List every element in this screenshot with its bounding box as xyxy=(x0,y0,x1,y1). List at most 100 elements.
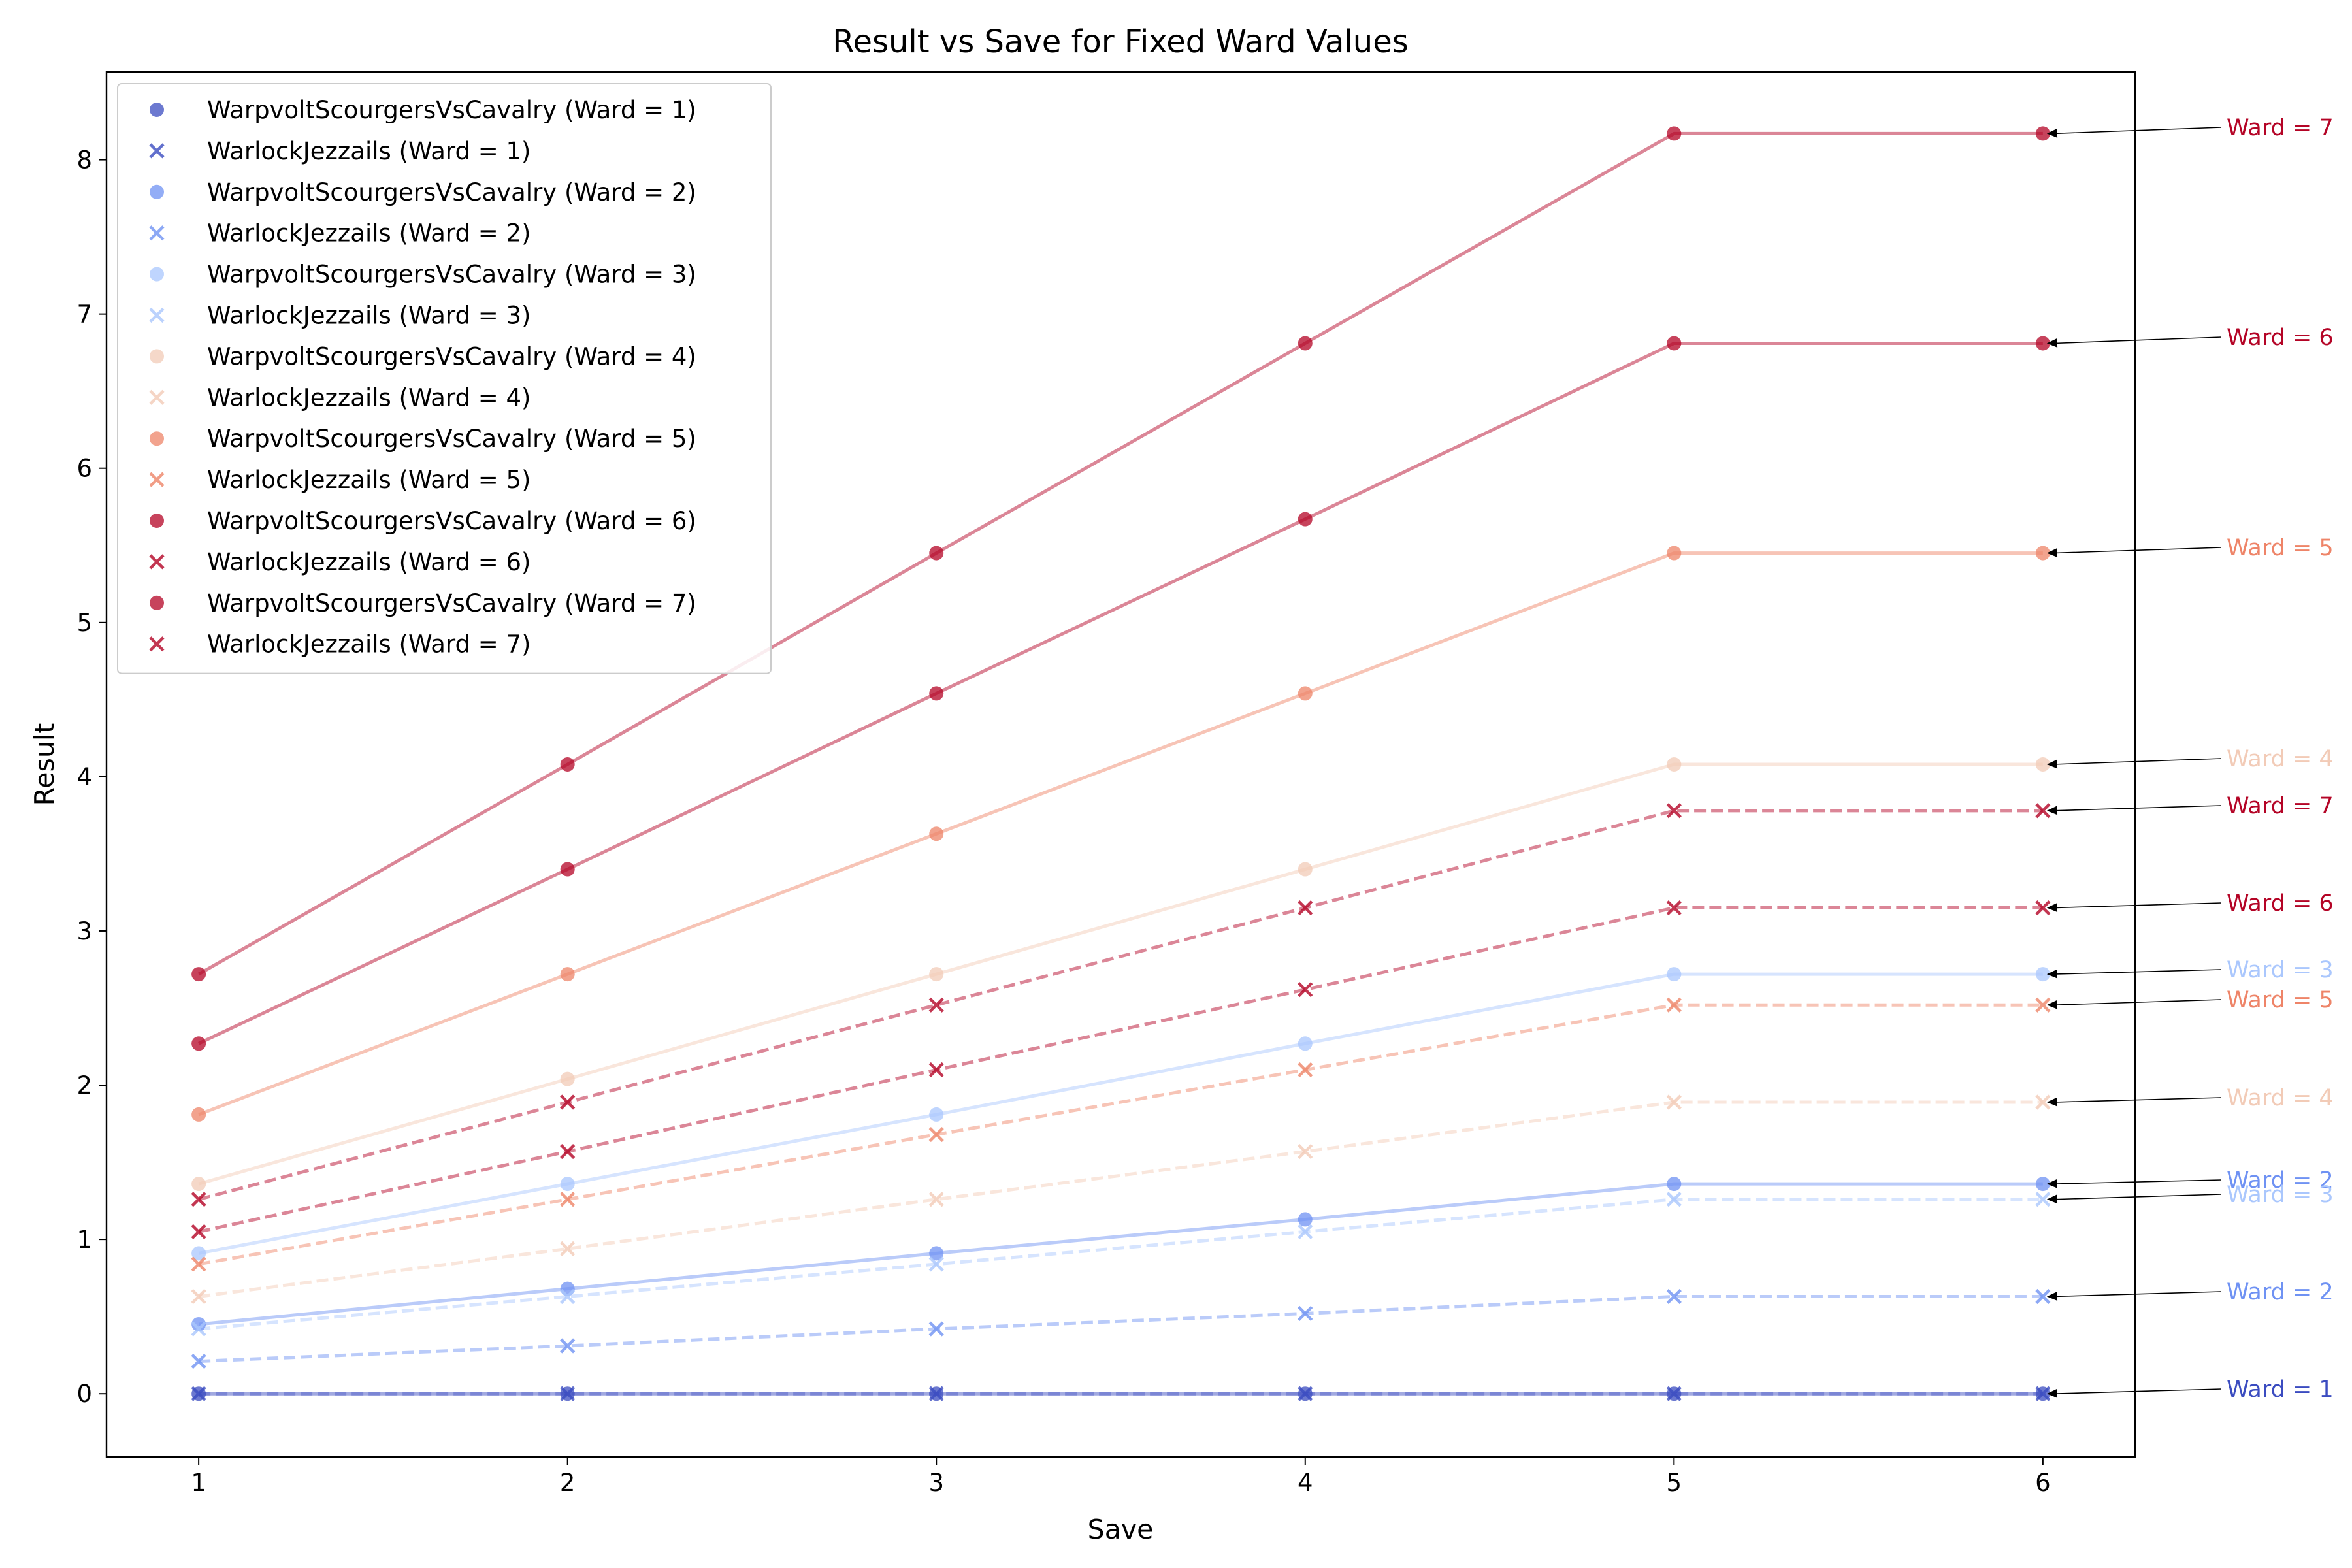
data-point-x xyxy=(1298,1305,1313,1322)
y-tick-label: 3 xyxy=(76,917,92,945)
data-point-circle xyxy=(2035,757,2050,772)
annotation-arrowhead xyxy=(2046,969,2058,979)
data-point-x xyxy=(1666,803,1682,819)
series-line-7 xyxy=(198,762,2043,1186)
data-point-circle xyxy=(1298,862,1313,877)
data-point-circle xyxy=(1298,686,1313,701)
annotation-arrow xyxy=(2053,1097,2222,1103)
y-axis-label: Result xyxy=(29,723,60,806)
series-line-13 xyxy=(197,131,2043,976)
legend-box xyxy=(117,83,772,674)
legend-marker xyxy=(149,389,165,405)
data-point-x xyxy=(1298,982,1313,998)
data-point-circle xyxy=(560,1071,575,1086)
legend-label: WarlockJezzails (Ward = 6) xyxy=(207,548,531,576)
annotation-arrow xyxy=(2053,1194,2222,1200)
legend-label: WarlockJezzails (Ward = 4) xyxy=(207,384,531,412)
data-point-x xyxy=(1666,1288,1682,1305)
x-tick-label: 5 xyxy=(1667,1469,1682,1497)
y-tick-label: 2 xyxy=(76,1071,92,1100)
data-point-x xyxy=(191,1288,206,1305)
chart-title: Result vs Save for Fixed Ward Values xyxy=(832,24,1408,60)
legend-label: WarlockJezzails (Ward = 3) xyxy=(207,302,531,330)
annotation-arrow xyxy=(2053,1291,2222,1298)
data-point-x xyxy=(1666,1094,1682,1110)
data-point-x xyxy=(2035,1192,2051,1207)
plot-area xyxy=(191,126,2051,1401)
data-point-circle xyxy=(1667,757,1682,772)
data-point-circle xyxy=(1667,546,1682,561)
y-tick-label: 0 xyxy=(76,1380,92,1408)
data-point-x xyxy=(928,1062,944,1078)
series-line-6 xyxy=(198,1198,2043,1331)
x-axis-ticks: 1 2 3 4 5 6 xyxy=(191,1457,2051,1497)
series-line-12 xyxy=(198,906,2043,1233)
y-axis-ticks: 0 1 2 3 4 5 6 7 8 xyxy=(76,146,106,1408)
data-point-x xyxy=(928,1321,944,1337)
x-tick-label: 3 xyxy=(928,1469,944,1497)
legend-label: WarpvoltScourgersVsCavalry (Ward = 1) xyxy=(207,96,696,124)
annotation-arrowhead xyxy=(2046,1292,2058,1301)
series-line-11 xyxy=(198,342,2043,1045)
data-point-x xyxy=(2035,997,2051,1013)
annotation-arrowhead xyxy=(2046,338,2058,348)
annotation-arrowhead xyxy=(2046,1194,2058,1204)
data-point-circle xyxy=(1667,336,1682,351)
annotation-arrowhead xyxy=(2046,903,2058,913)
data-point-x xyxy=(560,1094,576,1110)
annotation-arrowhead xyxy=(2046,759,2058,769)
data-point-x xyxy=(1298,1062,1313,1078)
data-point-circle xyxy=(191,1036,206,1051)
series-line-8 xyxy=(198,1100,2043,1298)
data-point-x xyxy=(560,1288,576,1305)
annotation-arrow xyxy=(2053,1388,2222,1395)
x-tick-label: 2 xyxy=(560,1469,576,1497)
axes-frame xyxy=(105,71,2136,1458)
data-point-circle xyxy=(191,1107,206,1122)
legend-label: WarlockJezzails (Ward = 7) xyxy=(207,630,531,659)
annotation-arrow xyxy=(2053,805,2222,811)
data-point-x xyxy=(1666,900,1682,916)
data-point-x xyxy=(1666,1192,1682,1207)
data-point-x xyxy=(1298,1386,1313,1401)
legend-marker xyxy=(150,349,164,364)
data-point-circle xyxy=(191,1246,206,1261)
data-point-circle xyxy=(560,967,575,982)
data-point-circle xyxy=(1667,126,1682,141)
annotation-arrow xyxy=(2053,999,2222,1006)
data-point-x xyxy=(2035,803,2051,819)
data-point-x xyxy=(191,1354,206,1369)
data-point-circle xyxy=(1667,1177,1682,1192)
legend-label: WarpvoltScourgersVsCavalry (Ward = 6) xyxy=(207,507,696,535)
annotation-label: Ward = 7 xyxy=(2227,793,2334,819)
data-point-circle xyxy=(929,1107,944,1122)
data-point-x xyxy=(1298,900,1313,916)
data-point-circle xyxy=(2035,1177,2050,1192)
annotation-label: Ward = 5 xyxy=(2227,987,2334,1013)
data-point-x xyxy=(928,1386,944,1401)
annotation-label: Ward = 2 xyxy=(2227,1279,2334,1305)
annotation-arrow xyxy=(2053,1179,2222,1184)
annotation-arrowhead xyxy=(2046,806,2058,815)
data-point-x xyxy=(560,1143,576,1160)
data-point-circle xyxy=(929,546,944,561)
data-point-x xyxy=(191,1321,206,1337)
data-point-circle xyxy=(191,967,206,982)
data-point-x xyxy=(2035,900,2051,916)
annotation-label: Ward = 4 xyxy=(2227,1085,2334,1111)
legend-marker xyxy=(150,514,164,528)
ward-annotations: Ward = 7 Ward = 6 Ward = 5 Ward = 4 Ward = 7… xyxy=(2046,115,2334,1403)
data-point-circle xyxy=(2035,546,2050,561)
annotation-label: Ward = 2 xyxy=(2227,1168,2334,1194)
series-lines xyxy=(197,131,2043,1396)
data-point-x xyxy=(560,1338,576,1354)
y-tick-label: 8 xyxy=(76,146,92,174)
data-point-circle xyxy=(2035,967,2050,982)
annotation-arrow xyxy=(2053,547,2222,554)
data-point-circle xyxy=(1298,1212,1313,1227)
data-point-x xyxy=(191,1256,206,1272)
x-tick-label: 4 xyxy=(1298,1469,1313,1497)
annotation-arrow xyxy=(2053,336,2222,344)
annotation-arrow xyxy=(2053,969,2222,975)
